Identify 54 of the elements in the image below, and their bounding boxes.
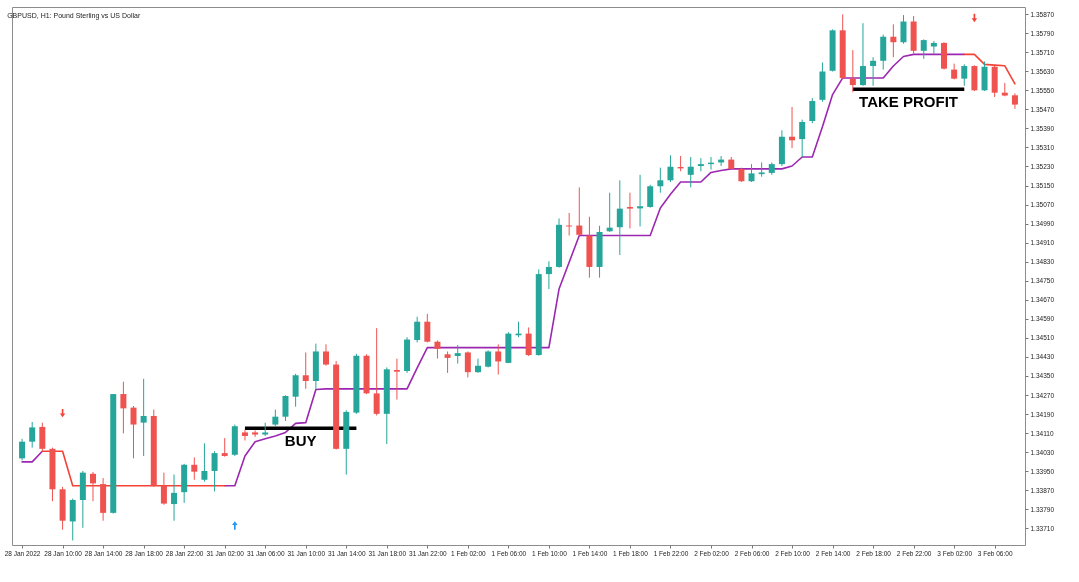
candlestick [373,327,380,416]
candlestick [616,179,623,256]
candlestick [474,358,481,374]
candlestick [576,186,583,237]
candlestick [930,40,937,55]
candlestick [799,119,806,158]
candlestick [252,429,259,438]
candlestick [302,351,309,390]
candlestick [900,14,907,45]
candlestick [626,192,633,229]
candlestick [687,156,694,188]
candlestick [282,394,289,422]
candlestick [89,471,96,502]
candlestick [39,422,46,451]
candlestick [444,350,451,374]
candlestick [323,343,330,367]
candlestick [545,260,552,290]
series-label: TAKE PROFIT [859,93,958,111]
candlestick [221,437,228,458]
candlestick [241,429,248,441]
candlestick [130,405,137,459]
candlestick [120,381,127,434]
candlestick [191,456,198,481]
candlestick [859,22,866,87]
candlestick [920,38,927,60]
candlestick [981,61,988,92]
candlestick [464,350,471,378]
candlestick [657,167,664,194]
candlestick [758,161,765,178]
candlestick [201,442,208,483]
candlestick [292,373,299,408]
candlestick [29,421,36,449]
candlestick [414,316,421,343]
candlestick [454,344,461,365]
candlestick [424,313,431,343]
candlestick [849,49,856,93]
candlestick [637,174,644,227]
candlestick [393,358,400,401]
candlestick [525,326,532,357]
candlestick [961,63,968,87]
candlestick [211,450,218,492]
candlestick [697,157,704,172]
candlestick [870,56,877,87]
candlestick [171,474,178,522]
candlestick [890,23,897,58]
candlestick [160,472,167,506]
candlestick [647,184,654,209]
candlestick [495,343,502,376]
candlestick [140,378,147,457]
candlestick [434,340,441,360]
candlestick [809,97,816,124]
candlestick [667,154,674,183]
series-label: BUY [284,432,317,450]
candlestick [69,498,76,541]
